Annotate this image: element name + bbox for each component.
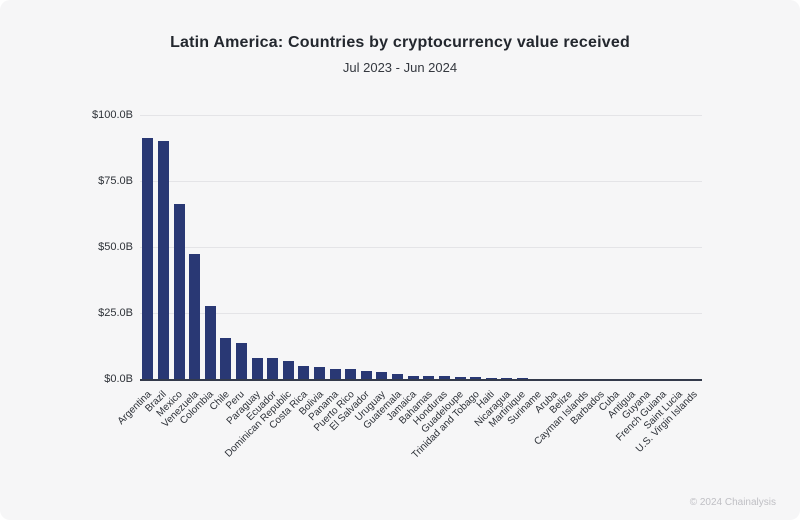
y-axis-tick-label: $0.0B xyxy=(104,373,133,385)
x-axis-labels: Argentina Brazil Mexico Venezuela Colombia Ch… xyxy=(116,381,702,511)
bar xyxy=(282,361,294,379)
bar xyxy=(423,376,435,379)
gridline xyxy=(140,181,702,182)
bar xyxy=(204,306,216,379)
bar xyxy=(501,378,513,379)
x-axis-label: Paraguay xyxy=(224,389,263,428)
x-axis-label: El Salvador xyxy=(328,389,373,433)
y-axis-tick-label: $75.0B xyxy=(98,175,133,187)
bar xyxy=(438,376,450,379)
gridline xyxy=(140,115,702,116)
gridline xyxy=(140,313,702,314)
x-axis-label: Guyana xyxy=(620,389,654,422)
x-axis-label: Chile xyxy=(207,389,232,413)
x-axis-label: Dominican Republic xyxy=(223,389,295,460)
bar xyxy=(298,366,310,379)
attribution: © 2024 Chainalysis xyxy=(689,497,776,508)
x-axis-label: Antigua xyxy=(605,389,638,421)
y-axis: $100.0B $75.0B $50.0B $25.0B $0.0B xyxy=(58,109,133,385)
x-axis-label: Costa Rica xyxy=(267,389,310,432)
chart-title: Latin America: Countries by cryptocurren… xyxy=(170,34,630,51)
bar xyxy=(392,374,404,379)
bar xyxy=(470,377,482,379)
x-axis-label: Peru xyxy=(224,389,248,412)
bar xyxy=(235,343,247,379)
bar xyxy=(142,138,154,379)
bar xyxy=(329,369,341,379)
bar xyxy=(189,254,201,379)
x-axis-label: Guatemala xyxy=(360,389,404,432)
gridline xyxy=(140,247,702,248)
x-axis-label: Uruguay xyxy=(353,389,388,424)
plot-area xyxy=(140,115,702,381)
x-axis-label: Aruba xyxy=(532,389,560,416)
x-axis-label: Colombia xyxy=(178,389,217,427)
x-axis-label: Bahamas xyxy=(396,389,435,427)
x-axis-label: Bolivia xyxy=(296,389,326,418)
y-axis-tick-label: $25.0B xyxy=(98,307,133,319)
x-axis-label: Brazil xyxy=(143,389,170,415)
bar xyxy=(516,378,528,379)
x-axis-label: Mexico xyxy=(154,389,185,420)
x-axis-label: Nicaragua xyxy=(472,389,513,430)
x-axis-label: Barbados xyxy=(568,389,607,428)
x-axis-label: Argentina xyxy=(115,389,154,428)
chart-subtitle: Jul 2023 - Jun 2024 xyxy=(342,60,458,75)
x-axis-label: Honduras xyxy=(411,389,451,428)
bar xyxy=(220,338,232,379)
x-axis-label: Puerto Rico xyxy=(311,389,357,434)
x-axis-label: Haiti xyxy=(475,389,498,411)
bar xyxy=(173,204,185,379)
y-axis-tick-label: $100.0B xyxy=(92,109,133,121)
x-axis-label: Venezuela xyxy=(159,389,201,430)
x-axis-label: Jamaica xyxy=(384,389,419,424)
bar xyxy=(376,372,388,379)
bar xyxy=(407,376,419,379)
x-axis-label: Ecuador xyxy=(244,389,279,424)
bar xyxy=(314,367,326,379)
bar xyxy=(485,378,497,379)
x-axis-label: Panama xyxy=(306,389,341,424)
bar xyxy=(454,377,466,379)
bar xyxy=(267,358,279,379)
bar xyxy=(360,371,372,379)
x-axis-label: French Guiana xyxy=(614,389,669,444)
bar xyxy=(251,358,263,379)
x-axis-label: Cayman Islands xyxy=(532,389,591,448)
x-axis-label: Suriname xyxy=(505,389,544,428)
x-axis-label: Saint Lucia xyxy=(641,389,685,432)
x-axis-label: Martinique xyxy=(487,389,529,430)
x-axis-label: U.S. Virgin Islands xyxy=(634,389,700,455)
x-axis-label: Trinidad and Tobago xyxy=(409,389,482,461)
x-axis-label: Cuba xyxy=(597,389,622,414)
x-axis-label: Belize xyxy=(548,389,576,417)
bar xyxy=(345,369,357,379)
x-axis-label: Guadeloupe xyxy=(419,389,466,436)
y-axis-tick-label: $50.0B xyxy=(98,241,133,253)
bar xyxy=(157,141,169,379)
